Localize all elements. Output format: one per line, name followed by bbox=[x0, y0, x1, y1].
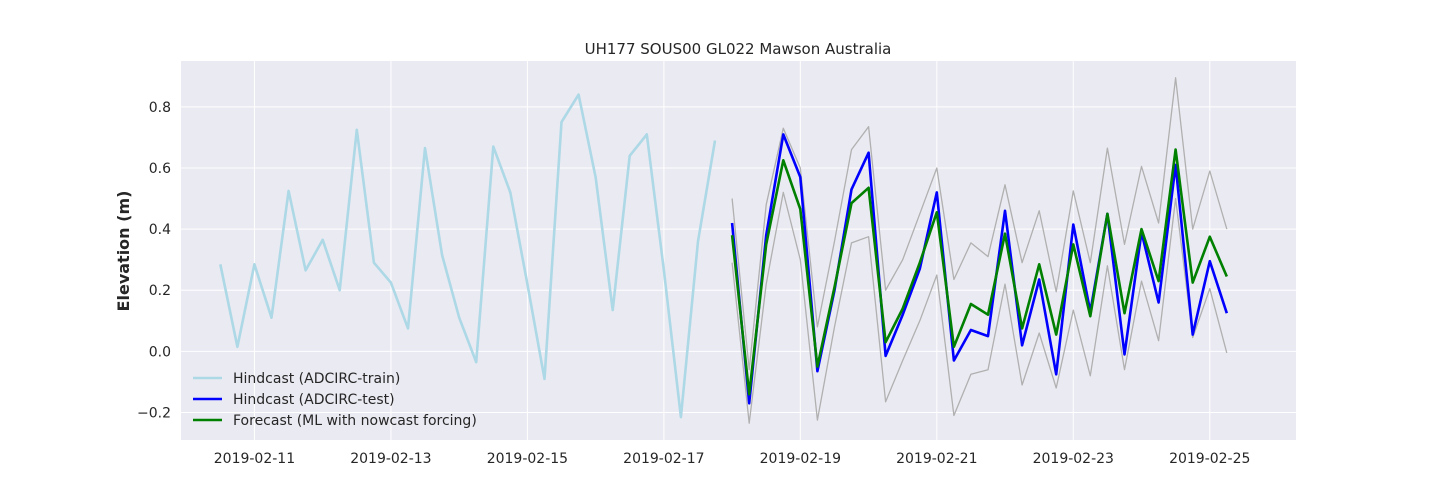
y-tick-label: 0.6 bbox=[149, 161, 171, 177]
legend-label: Forecast (ML with nowcast forcing) bbox=[233, 413, 477, 429]
y-tick-label: 0.4 bbox=[149, 222, 171, 238]
y-axis-label: Elevation (m) bbox=[114, 191, 133, 312]
forecast-series-line bbox=[730, 148, 1228, 396]
x-tick-label: 2019-02-13 bbox=[350, 451, 431, 467]
chart-title: UH177 SOUS00 GL022 Mawson Australia bbox=[585, 40, 892, 58]
x-tick-label: 2019-02-15 bbox=[487, 451, 568, 467]
y-tick-label: 0.0 bbox=[149, 344, 171, 360]
x-tick-label: 2019-02-21 bbox=[896, 451, 977, 467]
y-axis-ticks: −0.2 0.0 0.2 0.4 0.6 0.8 bbox=[137, 100, 171, 422]
train-series-line bbox=[219, 93, 717, 419]
series-layer bbox=[219, 77, 1229, 424]
legend-label: Hindcast (ADCIRC-train) bbox=[233, 371, 400, 387]
x-tick-label: 2019-02-23 bbox=[1033, 451, 1114, 467]
x-tick-label: 2019-02-19 bbox=[760, 451, 841, 467]
x-tick-label: 2019-02-25 bbox=[1169, 451, 1250, 467]
y-tick-label: 0.8 bbox=[149, 100, 171, 116]
uncertainty-bound-line bbox=[731, 191, 1228, 424]
y-tick-label: 0.2 bbox=[149, 283, 171, 299]
legend: Hindcast (ADCIRC-train) Hindcast (ADCIRC-… bbox=[193, 371, 477, 429]
plot-area bbox=[181, 61, 1296, 440]
uncertainty-bound-line bbox=[731, 77, 1228, 371]
x-tick-label: 2019-02-11 bbox=[214, 451, 295, 467]
x-tick-label: 2019-02-17 bbox=[623, 451, 704, 467]
x-axis-ticks: 2019-02-11 2019-02-13 2019-02-15 2019-02-17… bbox=[214, 451, 1251, 467]
legend-label: Hindcast (ADCIRC-test) bbox=[233, 392, 395, 408]
y-tick-label: −0.2 bbox=[137, 405, 171, 421]
